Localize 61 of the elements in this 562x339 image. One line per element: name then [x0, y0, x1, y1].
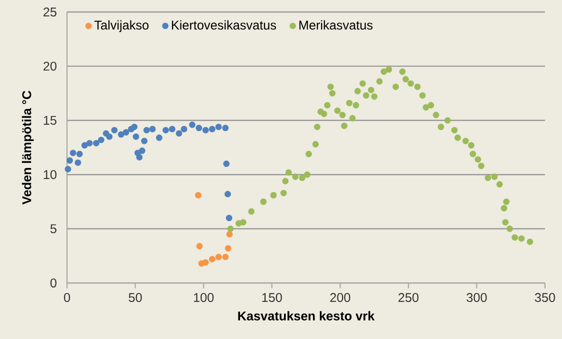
point: [168, 126, 176, 132]
point: [86, 140, 93, 146]
y-tick-label: 25: [44, 8, 56, 16]
point: [149, 126, 156, 132]
x-tick-label: 350: [534, 293, 556, 302]
point: [132, 133, 140, 140]
x-tick-label: 200: [330, 293, 350, 302]
point: [223, 160, 230, 167]
point: [118, 131, 124, 138]
point: [196, 242, 203, 250]
point: [226, 231, 233, 238]
y-axis-title: Veden lämpötila °C: [22, 90, 34, 204]
point: [93, 140, 100, 146]
point: [222, 254, 229, 260]
point: [131, 124, 138, 130]
y-tick-label: 20: [44, 62, 56, 71]
point: [202, 259, 209, 266]
x-tick-label: 250: [398, 293, 418, 302]
point: [122, 129, 130, 136]
point: [180, 126, 188, 132]
legend-label: Merikasvatus: [299, 20, 373, 30]
point: [98, 136, 104, 144]
point: [136, 154, 143, 160]
y-tick-label: 10: [44, 170, 56, 180]
point: [64, 166, 72, 172]
point: [189, 122, 196, 128]
point: [111, 126, 118, 134]
y-tick-label: 5: [50, 224, 56, 234]
point: [224, 190, 231, 198]
x-tick-label: 50: [128, 293, 142, 302]
point: [66, 157, 73, 164]
point: [196, 124, 202, 132]
point: [81, 142, 88, 149]
point: [222, 124, 229, 132]
x-tick-label: 100: [194, 293, 214, 302]
y-tick-label: 15: [44, 116, 56, 125]
point: [215, 124, 222, 130]
point: [215, 254, 222, 260]
point: [162, 126, 169, 134]
point: [106, 133, 113, 140]
point: [208, 256, 216, 262]
point: [224, 245, 232, 252]
point: [138, 148, 146, 154]
point: [143, 126, 150, 134]
x-tick-label: 300: [466, 293, 487, 302]
y-tick-label: 0: [50, 278, 56, 288]
legend-label: Talvijakso: [94, 20, 149, 32]
point: [195, 192, 202, 198]
point: [156, 134, 162, 141]
point: [202, 126, 209, 134]
point: [141, 138, 148, 144]
legend-label: Kiertovesikasvatus: [172, 20, 276, 30]
point: [176, 130, 182, 137]
point: [226, 214, 232, 222]
x-tick-label: 0: [64, 293, 70, 302]
point: [70, 150, 76, 156]
x-tick-label: 150: [262, 293, 282, 302]
x-axis-title: Kasvatuksen kesto vrk: [238, 311, 375, 320]
point: [76, 150, 83, 158]
point: [74, 159, 82, 166]
point: [208, 126, 216, 132]
